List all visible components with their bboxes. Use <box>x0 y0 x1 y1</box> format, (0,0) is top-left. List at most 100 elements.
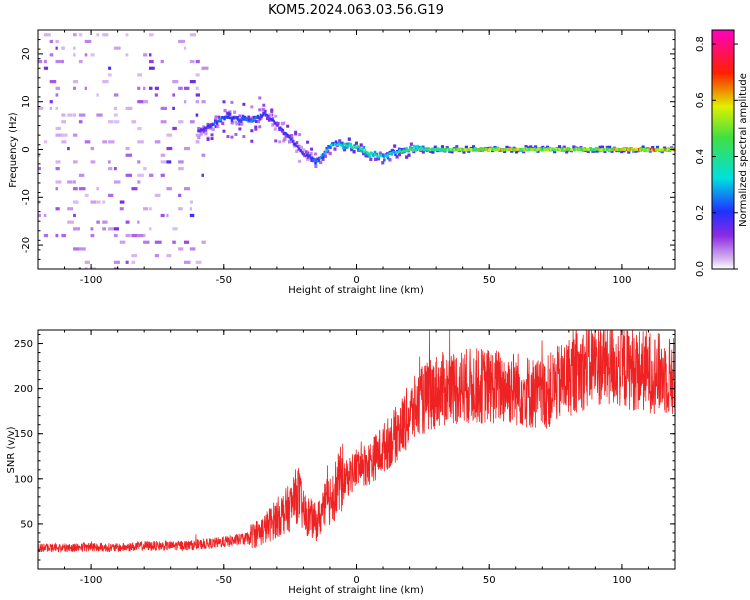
spectrogram-ridge-cell <box>572 148 575 152</box>
spectrogram-ridge-cell <box>586 149 590 154</box>
spectrogram-ridge-cell <box>197 126 200 130</box>
spectrogram-ridge-cell <box>343 142 346 146</box>
spectrogram-ridge-cell <box>242 118 245 121</box>
spectrogram-noise-cell <box>250 139 254 143</box>
spectrogram-ridge-cell <box>252 116 256 120</box>
spectrogram-noise-cell <box>55 180 62 184</box>
spectrogram-noise-cell <box>166 187 172 191</box>
spectrogram-ridge-cell <box>441 147 444 151</box>
spectrogram-ridge-cell <box>373 150 377 154</box>
spectrogram-noise-cell <box>78 59 83 64</box>
spectrogram-ridge-cell <box>466 148 469 151</box>
spectrogram-ridge-cell <box>449 148 452 151</box>
spectrogram-ridge-cell <box>482 147 485 151</box>
spectrogram-ridge-cell <box>268 113 273 117</box>
spectrogram-ridge-cell <box>238 118 241 122</box>
spectrogram-ridge-cell <box>636 148 639 151</box>
spectrogram-ridge-cell <box>296 145 299 148</box>
spectrogram-noise-cell <box>183 240 190 244</box>
spectrogram-noise-cell <box>195 93 200 97</box>
spectrogram-ridge-cell <box>510 148 513 151</box>
spectrogram-ridge-cell <box>367 151 370 155</box>
spectrogram-ridge-cell <box>215 121 218 124</box>
spectrogram-ridge-cell <box>612 148 615 152</box>
spectrogram-noise-cell <box>178 39 186 44</box>
spectrogram-ridge-cell <box>332 143 335 146</box>
spectrogram-ridge-cell <box>383 158 386 162</box>
spectrogram-noise-cell <box>172 240 176 244</box>
spectrogram-noise-cell <box>96 93 99 97</box>
spectrogram-ridge-cell <box>436 147 439 151</box>
spectrogram-ridge-cell <box>318 156 321 160</box>
spectrogram-noise-cell <box>210 137 214 141</box>
spectrogram-noise-cell <box>38 213 41 218</box>
spectrogram-ridge-cell <box>543 148 546 152</box>
spectrogram-ridge-cell <box>481 148 484 151</box>
spectrogram-ridge-cell <box>327 145 330 149</box>
spectrogram-noise-cell <box>55 160 61 164</box>
spectrogram-ridge-cell <box>568 147 571 151</box>
snr-series-line <box>38 330 675 554</box>
spectrogram-noise-cell <box>102 200 106 204</box>
spectrogram-noise-cell <box>131 233 138 238</box>
spectrogram-noise-cell <box>242 102 246 106</box>
spectrogram-ridge-cell <box>342 147 347 152</box>
spectrogram-ridge-cell <box>315 159 318 162</box>
spectrogram-noise-cell <box>148 207 152 211</box>
spectrogram-ridge-cell <box>327 146 330 150</box>
snr-ylabel: SNR (v/v) <box>6 426 17 473</box>
spectrogram-noise-cell <box>38 59 43 64</box>
spectrogram-noise-cell <box>154 93 158 97</box>
snr-ticks: -100 -50 0 50 100 50 100 150 200 250 <box>14 330 676 586</box>
spectrogram-ridge-cell <box>536 148 539 152</box>
spectrogram-ridge-cell <box>590 148 593 151</box>
spectrogram-ridge-cell <box>416 144 420 148</box>
spectrogram-ridge-cell <box>205 126 208 130</box>
spectrogram-ridge-cell <box>326 150 330 154</box>
spectrogram-ridge-cell <box>231 117 234 120</box>
spectrogram-ridge-cell <box>507 147 510 151</box>
spectrogram-ridge-cell <box>262 113 265 117</box>
spectrogram-noise-cell <box>55 233 59 238</box>
spectrogram-ridge-cell <box>300 150 303 154</box>
spectrogram-ridge-cell <box>414 149 417 152</box>
spectrogram-ridge-cell <box>217 115 221 119</box>
spectrogram-noise-cell <box>270 108 274 112</box>
spectrogram-ridge-cell <box>340 144 343 147</box>
spectrogram-noise-cell <box>143 207 149 211</box>
spectrogram-ridge-cell <box>304 154 307 158</box>
spectrogram-ridge-cell <box>307 154 310 157</box>
spectrogram-ridge-cell <box>286 133 289 136</box>
spectrogram-ridge-cell <box>660 148 663 152</box>
spectrogram-noise-cell <box>274 139 278 143</box>
spectrogram-noise-cell <box>172 93 176 97</box>
spectrogram-ridge-cell <box>605 145 609 150</box>
spectrogram-ridge-cell <box>518 147 521 151</box>
spectrogram-ridge-cell <box>410 148 413 152</box>
spectrogram-ridge-cell <box>388 158 392 162</box>
spectrogram-noise-cell <box>84 53 88 57</box>
x-tick-label: 0 <box>353 575 359 586</box>
spectrogram-noise-cell <box>43 213 47 218</box>
spectrogram-ridge-cell <box>261 107 265 112</box>
spectrogram-noise-cell <box>195 73 200 77</box>
spectrogram-ridge-cell <box>452 148 454 152</box>
spectrogram-noise-cell <box>113 260 120 264</box>
spectrogram-noise-cell <box>84 193 89 197</box>
x-tick-label: 0 <box>353 275 359 286</box>
x-tick-label: 100 <box>612 275 631 286</box>
spectrogram-ridge-cell <box>506 148 509 151</box>
spectrogram-noise-cell <box>55 39 59 44</box>
spectrogram-ridge-cell <box>334 140 338 144</box>
spectrogram-noise-cell <box>96 33 100 37</box>
spectrogram-ridge-cell <box>619 148 622 151</box>
spectrogram-ridge-cell <box>563 148 566 152</box>
spectrogram-ridge-cell <box>275 121 278 125</box>
spectrogram-ridge-cell <box>303 154 306 158</box>
spectrogram-ridge-cell <box>576 148 579 152</box>
y-tick-label: 250 <box>14 339 33 350</box>
spectrogram-noise-cell <box>49 80 57 84</box>
spectrogram-ridge-cell <box>211 127 215 132</box>
figure-title: KOM5.2024.063.03.56.G19 <box>268 3 444 18</box>
spectrogram-ridge-cell <box>623 148 626 152</box>
